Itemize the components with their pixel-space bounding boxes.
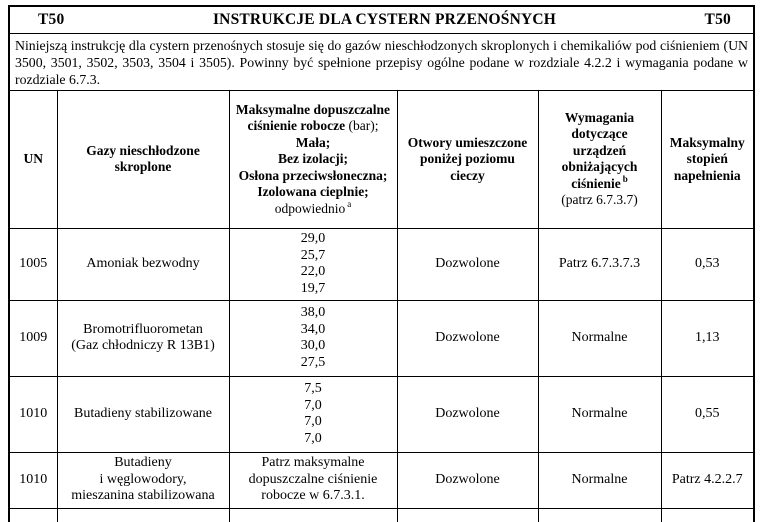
header-relief-ref: (patrz 6.7.3.7) (561, 192, 638, 208)
header-pressure-title: Maksymalne dopuszczalne ciśnienie robocz… (235, 101, 391, 134)
title-code-left: T50 (38, 11, 65, 28)
gas-name-cell: Butadieny i węglowodory, mieszanina stab… (56, 451, 230, 509)
header-pressure: Maksymalne dopuszczalne ciśnienie robocz… (228, 90, 398, 229)
t50-instruction-document: T50 INSTRUKCJE DLA CYSTERN PRZENOŚNYCH T… (8, 5, 755, 522)
un-cell: 1005 (9, 227, 58, 301)
pressure-cell: Patrz maksymalne dopuszczalne ciśnienie … (228, 451, 398, 509)
gas-name-cell (56, 507, 230, 522)
fill-cell: Patrz 4.2.2.7 (660, 451, 754, 509)
title-bar: T50 INSTRUKCJE DLA CYSTERN PRZENOŚNYCH T… (10, 7, 753, 34)
gas-name-cell: Bromotrifluorometan (Gaz chłodniczy R 13… (56, 299, 230, 377)
pressure-cell: 38,0 34,0 30,0 27,5 (228, 299, 398, 377)
un-cell: 1009 (9, 299, 58, 377)
openings-cell: Dozwolone (396, 299, 539, 377)
openings-cell: Dozwolone (396, 451, 539, 509)
t50-table: UN Gazy nieschłodzone skroplone Maksymal… (9, 90, 754, 522)
header-pressure-note: odpowiednio a (274, 199, 352, 216)
table-row: 1010 Butadieny i węglowodory, mieszanina… (9, 451, 754, 509)
pressure-cell: 7,5 7,0 7,0 7,0 (228, 375, 398, 453)
header-pressure-options: Mała; Bez izolacji; Osłona przeciwsłonec… (238, 134, 388, 200)
intro-paragraph: Niniejszą instrukcję dla cystern przenoś… (10, 34, 753, 91)
relief-cell: Normalne (537, 375, 662, 453)
table-row-clipped (9, 507, 754, 522)
fill-cell: 1,13 (660, 299, 754, 377)
header-relief-title: Wymagania dotyczące urządzeń obniżającyc… (561, 109, 638, 191)
relief-cell (537, 507, 662, 522)
fill-cell (660, 507, 754, 522)
openings-cell: Dozwolone (396, 227, 539, 301)
un-cell: 1010 (9, 375, 58, 453)
header-fill: Maksymalny stopień napełnienia (660, 90, 754, 229)
fill-cell: 0,55 (660, 375, 754, 453)
header-un: UN (9, 90, 58, 229)
header-openings: Otwory umieszczone poniżej poziomu ciecz… (396, 90, 539, 229)
table-row: 1009 Bromotrifluorometan (Gaz chłodniczy… (9, 299, 754, 377)
header-gas: Gazy nieschłodzone skroplone (56, 90, 230, 229)
un-cell: 1010 (9, 451, 58, 509)
openings-cell (396, 507, 539, 522)
openings-cell: Dozwolone (396, 375, 539, 453)
relief-cell: Normalne (537, 451, 662, 509)
pressure-cell: 29,0 25,7 22,0 19,7 (228, 227, 398, 301)
title-code-right: T50 (704, 11, 731, 28)
table-row: 1005 Amoniak bezwodny 29,0 25,7 22,0 19,… (9, 227, 754, 301)
pressure-cell (228, 507, 398, 522)
gas-name-cell: Amoniak bezwodny (56, 227, 230, 301)
footnote-a-marker: a (347, 199, 352, 209)
gas-name-cell: Butadieny stabilizowane (56, 375, 230, 453)
relief-cell: Normalne (537, 299, 662, 377)
header-relief: Wymagania dotyczące urządzeń obniżającyc… (537, 90, 662, 229)
page-title: INSTRUKCJE DLA CYSTERN PRZENOŚNYCH (212, 11, 557, 28)
footnote-b-marker: b (622, 174, 628, 185)
table-row: 1010 Butadieny stabilizowane 7,5 7,0 7,0… (9, 375, 754, 453)
fill-cell: 0,53 (660, 227, 754, 301)
table-header-row: UN Gazy nieschłodzone skroplone Maksymal… (9, 90, 754, 229)
un-cell (9, 507, 58, 522)
relief-cell: Patrz 6.7.3.7.3 (537, 227, 662, 301)
header-pressure-unit: (bar); (348, 118, 379, 133)
